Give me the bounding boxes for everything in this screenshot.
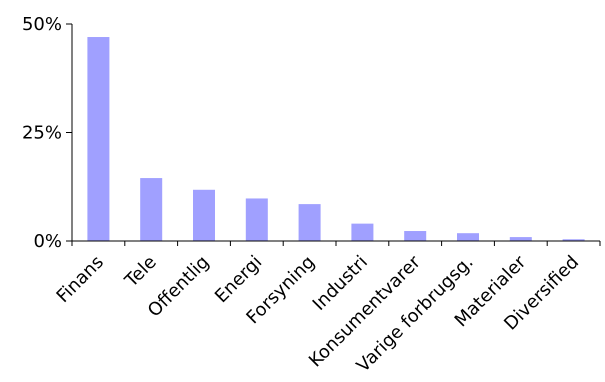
bar-finans <box>87 37 110 241</box>
x-tick-label: Finans <box>53 252 108 307</box>
bar-konsumentvarer <box>404 231 427 241</box>
y-tick-label: 50% <box>22 14 62 35</box>
bar-diversified <box>562 239 585 241</box>
bar-industri <box>351 223 374 241</box>
bar-forsyning <box>298 204 321 241</box>
bar-energi <box>245 198 268 241</box>
bars <box>87 37 585 241</box>
bar-tele <box>140 178 163 241</box>
bar-offentlig <box>193 189 215 241</box>
bar-materialer <box>509 237 532 241</box>
x-axis: Finans TeleOffentligEnergiForsyningIndust… <box>53 240 601 377</box>
x-tick-label: Tele <box>120 252 160 292</box>
y-tick-label: 0% <box>33 231 62 252</box>
y-axis: 0% 25% 50% <box>22 14 73 252</box>
bar-varige-forbrugsg <box>457 233 479 241</box>
y-tick-label: 25% <box>22 123 62 144</box>
